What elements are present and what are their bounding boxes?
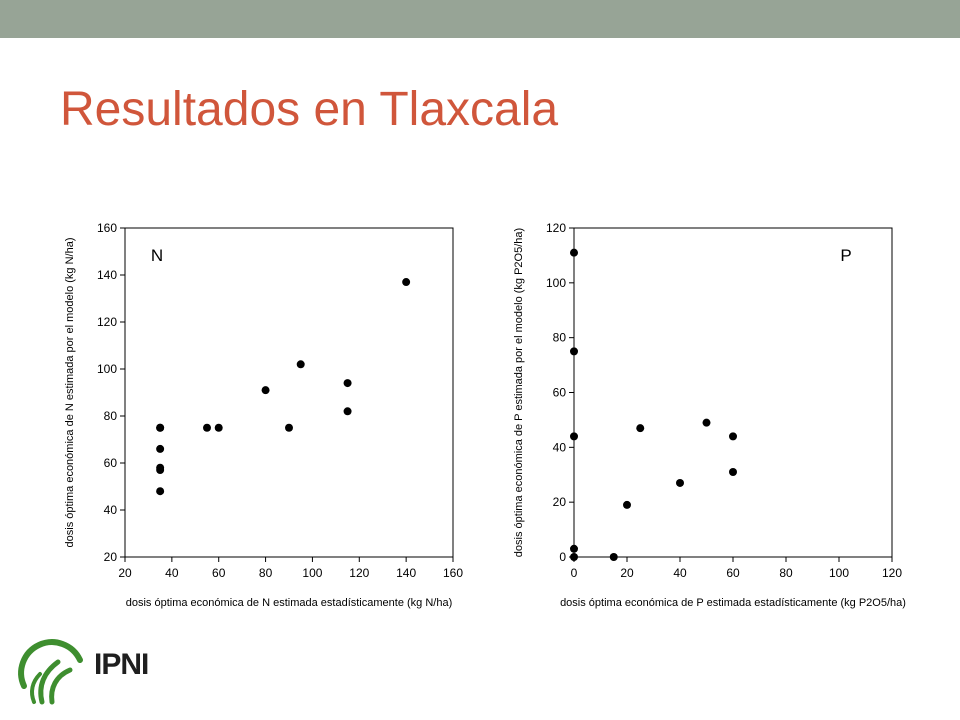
data-point (156, 463, 165, 472)
y-tick-label: 40 (553, 440, 567, 454)
data-point (636, 424, 645, 433)
ipni-logo-mark (18, 639, 83, 705)
y-tick-label: 100 (546, 276, 566, 290)
y-axis-label: dosis óptima económica de N estimada por… (64, 238, 76, 548)
x-tick-label: 100 (829, 566, 849, 580)
x-tick-label: 20 (118, 566, 132, 580)
x-tick-label: 80 (779, 566, 793, 580)
chart-p-svg: 0 20 40 60 80 100 120 0 20 40 60 80 100 120 dosis ópti… (513, 221, 906, 609)
data-point (156, 487, 165, 496)
y-tick-label: 80 (104, 409, 118, 423)
plot-frame (573, 227, 893, 558)
y-tick-label: 160 (97, 221, 117, 235)
data-point (261, 386, 270, 395)
x-tick-label: 80 (259, 566, 273, 580)
y-tick-label: 0 (559, 550, 566, 564)
y-tick-label: 40 (104, 503, 118, 517)
x-axis-label: dosis óptima económica de N estimada est… (126, 597, 453, 609)
panel-label: P (840, 246, 851, 265)
data-point (729, 468, 737, 477)
x-tick-label: 140 (396, 566, 416, 580)
y-axis-label: dosis óptima económica de P estimada por… (513, 228, 525, 557)
x-axis-label: dosis óptima económica de P estimada est… (560, 597, 906, 609)
y-tick-label: 60 (104, 456, 118, 470)
data-point (285, 423, 293, 432)
y-tick-label: 80 (553, 331, 567, 345)
data-point (570, 347, 578, 356)
data-point (570, 432, 578, 441)
slide-title: Resultados en Tlaxcala (60, 83, 559, 136)
x-tick-label: 20 (620, 566, 634, 580)
x-tick-label: 60 (212, 566, 226, 580)
data-point (343, 407, 352, 416)
data-point (676, 478, 684, 487)
y-tick-label: 60 (553, 386, 567, 400)
chart-p: 0 20 40 60 80 100 120 0 20 40 60 80 100 120 dosis ópti… (490, 215, 915, 620)
y-tick-label: 20 (104, 550, 118, 564)
x-tick-label: 40 (165, 566, 179, 580)
y-tick-label: 100 (97, 362, 117, 376)
data-point (570, 544, 578, 553)
data-point (156, 444, 165, 453)
panel-label: N (151, 246, 163, 265)
x-tick-label: 160 (443, 566, 463, 580)
x-tick-label: 40 (673, 566, 687, 580)
data-point (570, 553, 578, 561)
y-tick-label: 140 (97, 268, 117, 282)
x-tick-label: 100 (302, 566, 322, 580)
x-tick-label: 60 (726, 566, 740, 580)
data-point (156, 423, 165, 432)
y-tick-label: 120 (97, 315, 117, 329)
data-point (729, 432, 737, 441)
data-point (570, 248, 578, 257)
y-tick-label: 20 (553, 495, 567, 509)
ipni-logo-text: IPNI (94, 648, 149, 681)
chart-n-svg: 20 40 60 80 100 120 140 160 20 40 60 80 100 120 140 160… (64, 221, 463, 609)
data-point (343, 379, 352, 388)
data-point (623, 500, 631, 509)
data-point (296, 360, 305, 369)
chart-n: 20 40 60 80 100 120 140 160 20 40 60 80 100 120 140 160… (55, 215, 470, 620)
plot-frame (124, 227, 454, 558)
y-tick-label: 120 (546, 221, 566, 235)
data-point (702, 418, 711, 427)
top-banner (0, 0, 960, 38)
data-point (214, 423, 223, 432)
x-tick-label: 0 (571, 566, 578, 580)
data-point (402, 278, 411, 287)
ipni-logo: IPNI (14, 636, 154, 708)
x-tick-label: 120 (882, 566, 902, 580)
x-tick-label: 120 (349, 566, 369, 580)
data-point (609, 553, 618, 561)
data-point (203, 423, 211, 432)
